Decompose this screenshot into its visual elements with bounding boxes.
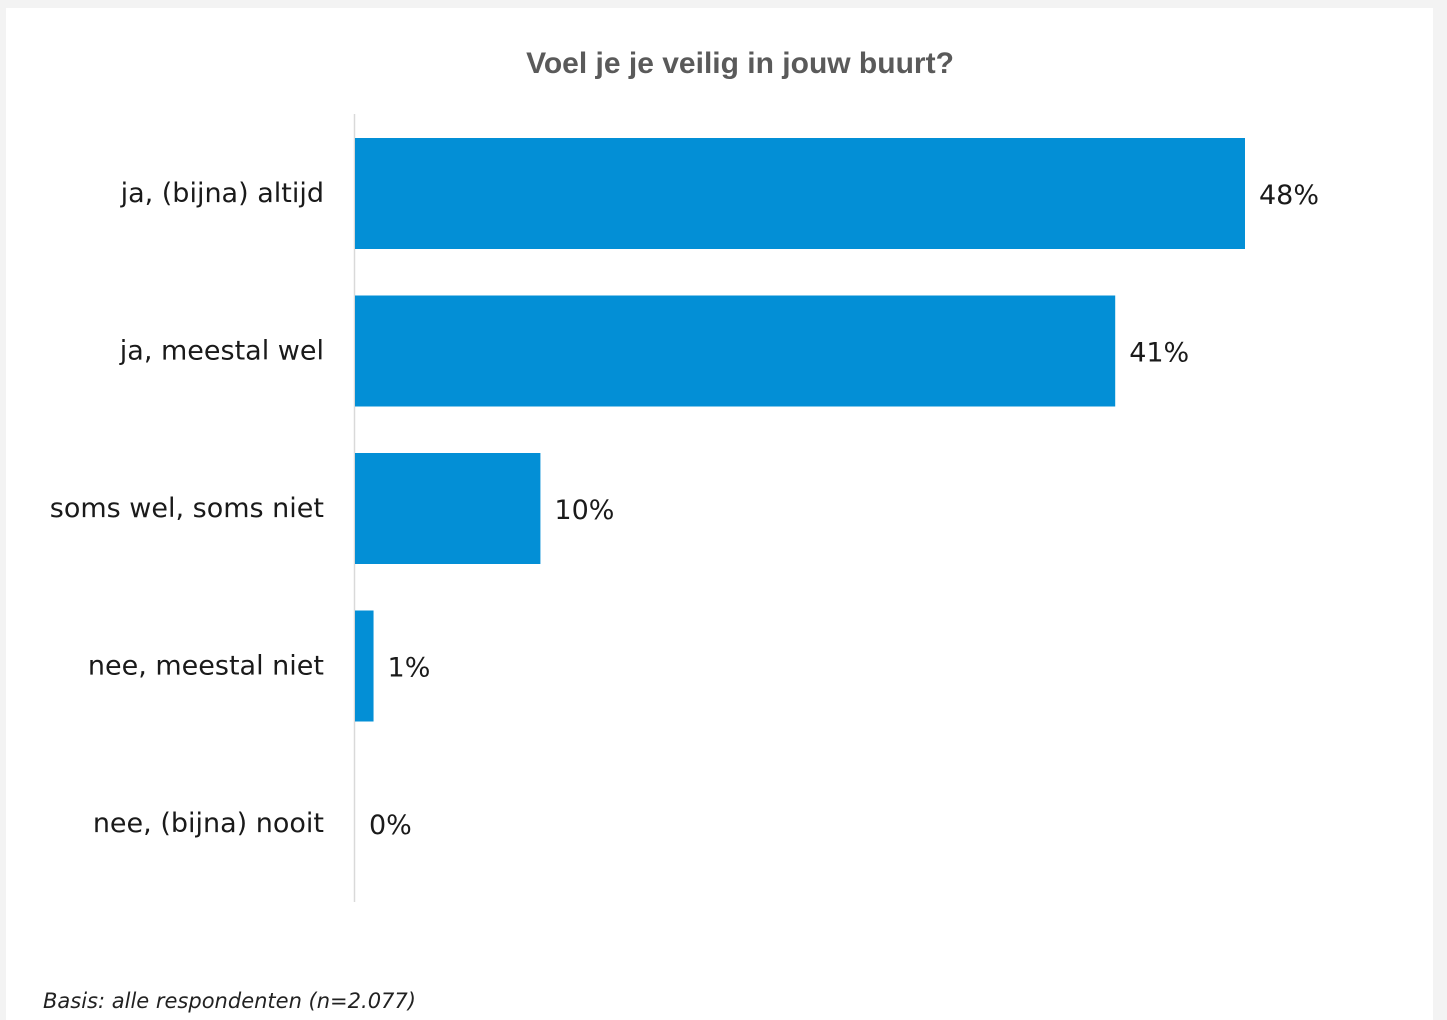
bar [355, 138, 1245, 249]
category-labels: ja, (bijna) altijd ja, meestal wel soms we… [50, 178, 324, 839]
bar [355, 453, 541, 564]
value-label: 48% [1259, 180, 1319, 211]
bar [355, 610, 374, 722]
bar [355, 295, 1116, 407]
value-label: 0% [369, 810, 412, 841]
value-label: 10% [554, 495, 614, 526]
bars-layer [355, 138, 1245, 722]
chart-card: Voel je je veilig in jouw buurt? ja, (bi… [6, 8, 1433, 1020]
chart-title: Voel je je veilig in jouw buurt? [526, 47, 954, 80]
value-label: 1% [388, 653, 431, 684]
category-label: nee, meestal niet [88, 651, 324, 682]
value-label: 41% [1129, 338, 1189, 369]
chart-footnote: Basis: alle respondenten (n=2.077) [43, 989, 416, 1013]
bar-chart: Voel je je veilig in jouw buurt? ja, (bi… [43, 47, 1319, 1013]
category-label: soms wel, soms niet [50, 493, 324, 524]
category-label: ja, meestal wel [119, 336, 324, 367]
value-labels: 48% 41% 10% 1% 0% [369, 180, 1319, 841]
category-label: ja, (bijna) altijd [120, 178, 324, 209]
category-label: nee, (bijna) nooit [93, 808, 324, 839]
